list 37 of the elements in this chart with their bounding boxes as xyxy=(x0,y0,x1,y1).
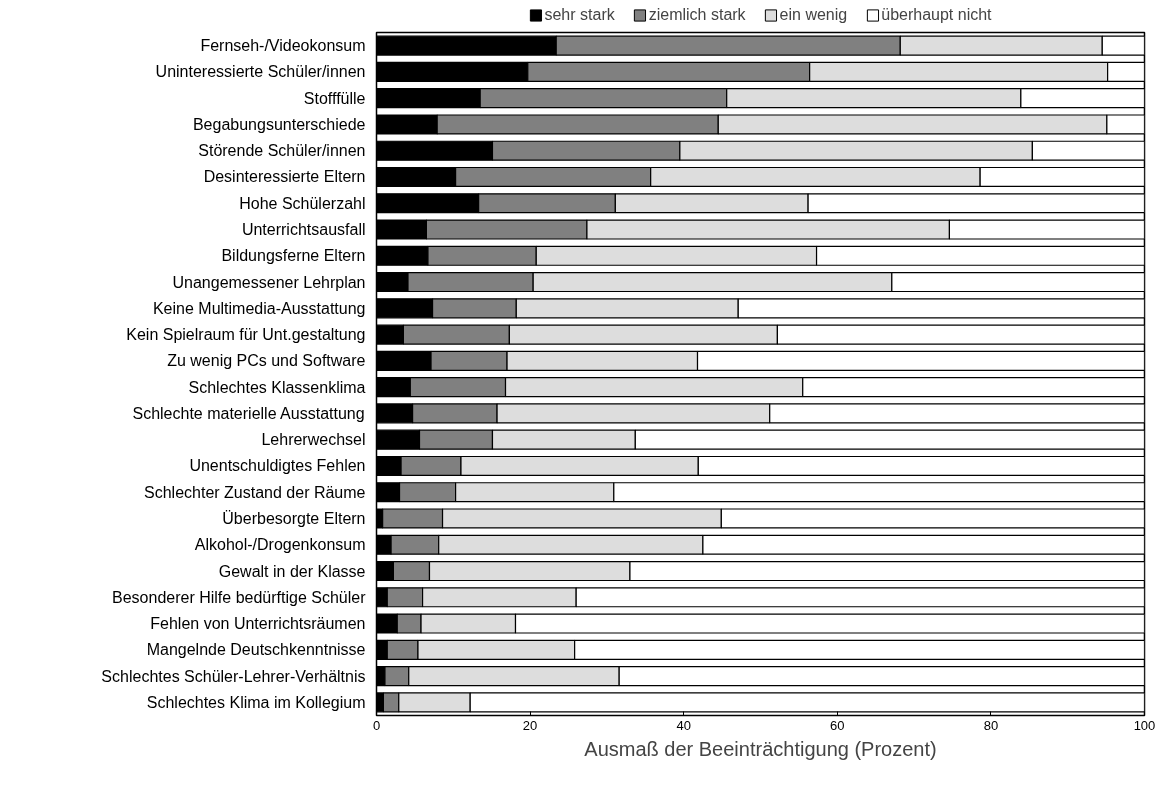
y-tick-label: Hohe Schülerzahl xyxy=(239,194,366,212)
y-tick-label: Unangemessener Lehrplan xyxy=(172,273,366,291)
y-tick-label: Schlechtes Klima im Kollegium xyxy=(146,693,366,711)
y-tick-label: Schlechtes Klassenklima xyxy=(188,378,366,396)
y-tick-label: Keine Multimedia-Ausstattung xyxy=(152,299,366,317)
y-tick-label: Unentschuldigtes Fehlen xyxy=(189,457,366,475)
y-tick-label: Lehrerwechsel xyxy=(261,431,366,449)
y-tick-label: Desinteressierte Eltern xyxy=(203,168,366,186)
x-tick-label: 80 xyxy=(983,717,999,733)
y-tick-label: Mangelnde Deutschkenntnisse xyxy=(146,641,366,659)
y-tick-label: Fehlen von Unterrichtsräumen xyxy=(150,615,366,633)
y-tick-label: Unterrichtsausfall xyxy=(241,221,366,239)
y-tick-label: Uninteressierte Schüler/innen xyxy=(155,63,366,81)
y-tick-label: Alkohol-/Drogenkonsum xyxy=(194,536,366,554)
y-tick-label: Bildungsferne Eltern xyxy=(221,247,366,265)
x-tick-label: 100 xyxy=(1133,717,1156,733)
y-tick-label: Schlechtes Schüler-Lehrer-Verhältnis xyxy=(101,667,366,685)
x-tick-label: 40 xyxy=(676,717,691,733)
y-tick-label: Kein Spielraum für Unt.gestaltung xyxy=(126,326,366,344)
y-tick-label: Gewalt in der Klasse xyxy=(218,562,366,580)
y-tick-label: Schlechte materielle Ausstattung xyxy=(132,404,365,422)
y-tick-label: Besonderer Hilfe bedürftige Schüler xyxy=(112,588,367,606)
legend-label: ein wenig xyxy=(779,6,848,24)
legend-label: überhaupt nicht xyxy=(881,6,992,24)
y-tick-label: Störende Schüler/innen xyxy=(198,142,366,160)
y-tick-label: Stofffülle xyxy=(303,89,366,107)
legend-label: ziemlich stark xyxy=(648,6,746,24)
y-tick-label: Fernseh-/Videokonsum xyxy=(200,37,366,55)
y-tick-label: Zu wenig PCs und Software xyxy=(167,352,366,370)
legend-label: sehr stark xyxy=(544,6,615,24)
x-axis-title: Ausmaß der Beeinträchtigung (Prozent) xyxy=(584,737,937,760)
y-tick-label: Überbesorgte Eltern xyxy=(222,509,366,527)
y-tick-label: Begabungsunterschiede xyxy=(192,115,366,133)
y-tick-label: Schlechter Zustand der Räume xyxy=(144,483,366,501)
x-tick-label: 20 xyxy=(522,717,538,733)
x-tick-label: 0 xyxy=(372,717,381,733)
x-tick-label: 60 xyxy=(830,717,845,733)
